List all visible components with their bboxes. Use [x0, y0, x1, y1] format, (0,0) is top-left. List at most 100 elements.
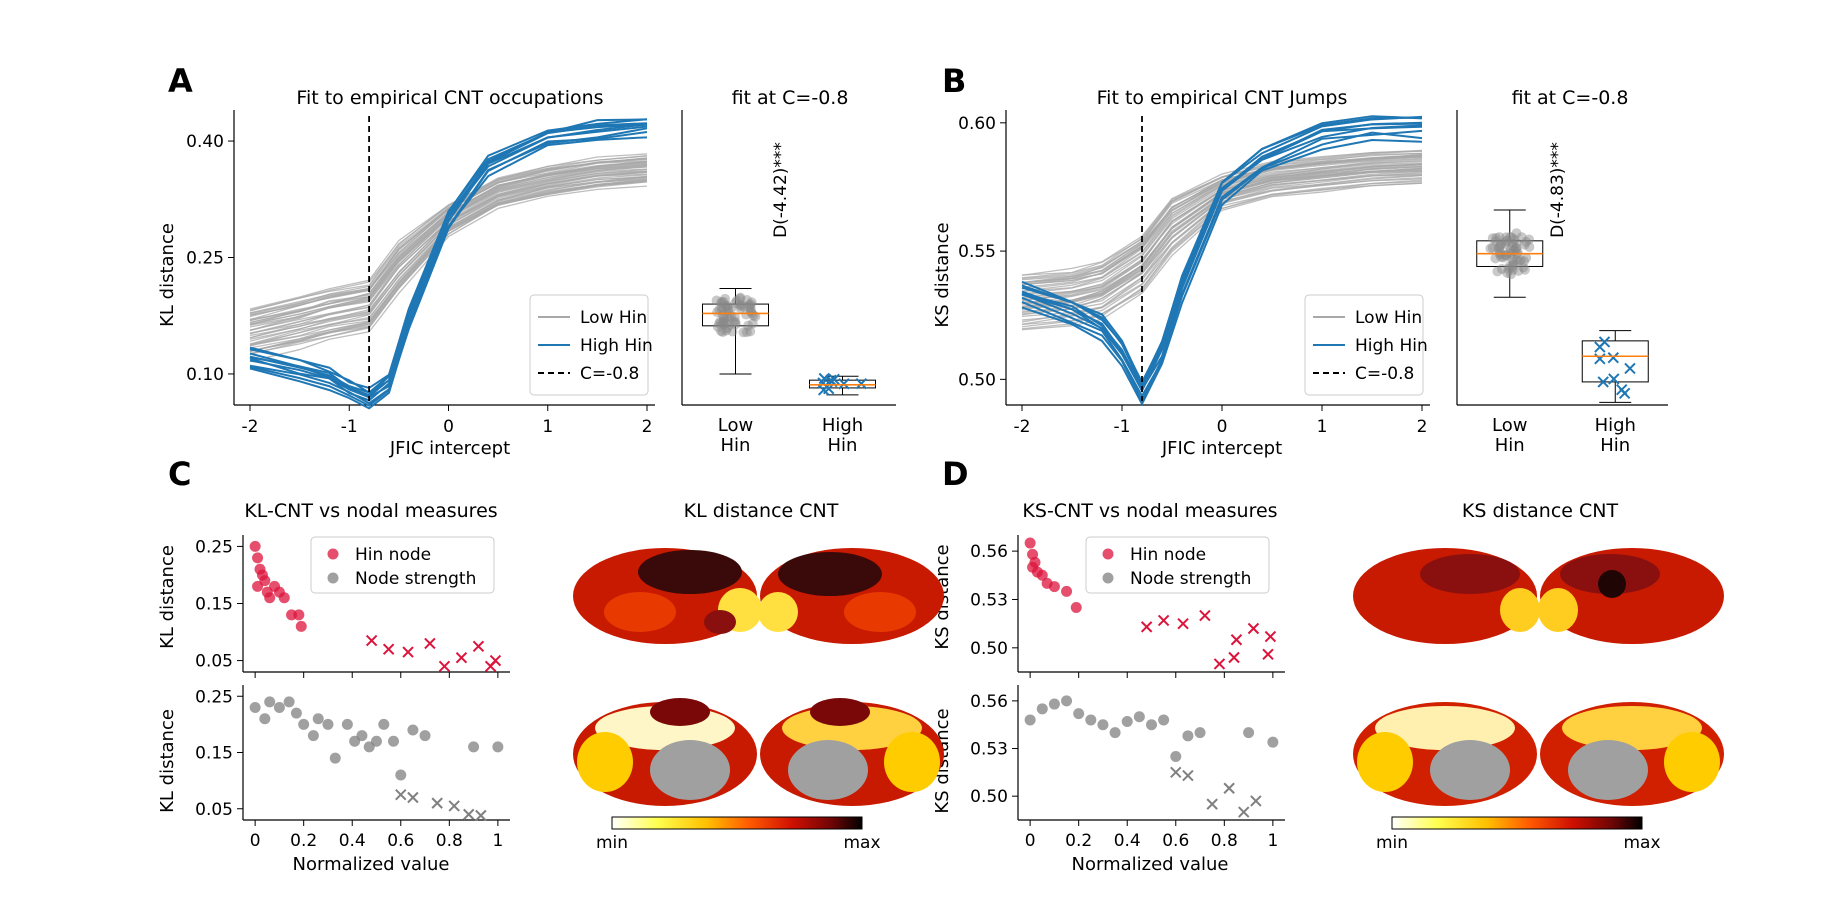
d-bottom-point — [1036, 703, 1048, 715]
a-category-label: High — [822, 415, 863, 436]
c-top-ytick-label: 0.25 — [195, 537, 233, 557]
a-low-hin-point — [711, 295, 722, 306]
c-xlabel: Normalized value — [293, 854, 450, 875]
c-bottom-point — [387, 735, 399, 747]
d-top-x-point — [1247, 622, 1260, 635]
b-low-hin-point — [1487, 242, 1498, 253]
d-bottom-xtick-label: 0 — [1025, 831, 1036, 851]
d-top-x-point — [1213, 658, 1226, 670]
panel-letter-b: B — [942, 62, 966, 100]
b-high-hin-line — [1021, 131, 1423, 404]
b-low-hin-line — [1021, 170, 1423, 309]
a-low-hin-point — [718, 296, 729, 307]
b-low-hin-point — [1508, 241, 1519, 252]
a-low-hin-point — [717, 326, 728, 337]
c-top-x-point — [455, 652, 468, 664]
panel-letter-a: A — [168, 62, 193, 100]
a-low-hin-line — [249, 181, 648, 352]
a-low-hin-point — [744, 300, 755, 311]
a-box — [702, 303, 769, 327]
c-bottom-point — [307, 730, 319, 742]
a-low-hin-point — [741, 327, 752, 338]
a-low-hin-line — [249, 164, 648, 328]
b-high-hin-line — [1021, 139, 1423, 407]
c-top-point — [278, 592, 290, 604]
c-top-point — [252, 552, 264, 564]
b-low-hin-point — [1496, 263, 1507, 274]
d-top-point — [1061, 585, 1073, 597]
a-high-hin-line — [249, 123, 648, 402]
b-low-hin-point — [1507, 238, 1518, 249]
a-low-hin-point — [715, 316, 726, 327]
d-bottom-point — [1024, 714, 1036, 726]
b-ytick-label: 0.50 — [958, 370, 996, 390]
a-low-hin-point — [735, 303, 746, 314]
d-bottom-point — [1182, 730, 1194, 742]
c-bottom-xtick-label: 0.2 — [290, 831, 317, 851]
a-low-hin-line — [249, 153, 648, 310]
c-bottom-x-point — [463, 808, 475, 821]
d-bottom-point — [1097, 719, 1109, 731]
a-low-hin-point — [729, 311, 740, 322]
c-bottom-point — [341, 718, 353, 730]
c-bottom-point — [298, 718, 310, 730]
a-low-hin-point — [716, 301, 727, 312]
c-brain-lateral-left — [573, 548, 762, 644]
a-high-hin-point — [855, 377, 868, 390]
b-low-hin-point — [1516, 232, 1527, 243]
d-colorbar — [1391, 816, 1643, 830]
b-ylabel: KS distance — [932, 222, 953, 327]
c-brain-maps — [573, 548, 944, 806]
a-low-hin-point — [736, 301, 747, 312]
a-lines-plot — [228, 110, 655, 411]
a-low-hin-line — [249, 163, 648, 326]
a-low-hin-line — [249, 171, 648, 339]
c-bottom-ytick-label: 0.05 — [195, 800, 233, 820]
a-low-hin-line — [249, 154, 648, 311]
a-low-hin-point — [717, 310, 728, 321]
b-high-hin-point — [1608, 373, 1620, 385]
a-low-hin-point — [712, 321, 723, 332]
c-bottom-xtick-label: 1 — [492, 831, 503, 851]
c-top-point — [293, 609, 305, 621]
a-significance: D(-4.42)*** — [771, 142, 791, 238]
d-bottom-point — [1243, 727, 1255, 739]
a-low-hin-point — [745, 299, 756, 310]
c-top-point — [264, 592, 276, 604]
c-bottom-point — [259, 713, 271, 725]
d-top-point — [1070, 602, 1082, 614]
b-low-hin-point — [1511, 243, 1522, 254]
d-bottom-point — [1121, 716, 1133, 728]
b-box-plot — [1456, 110, 1668, 406]
b-low-hin-point — [1507, 264, 1518, 275]
c-bottom-point — [273, 702, 285, 713]
b-low-hin-point — [1503, 247, 1514, 258]
a-low-hin-point — [730, 297, 741, 308]
b-low-hin-point — [1502, 267, 1513, 278]
d-top-point — [1048, 581, 1060, 593]
a-low-hin-point — [726, 303, 737, 314]
c-top-x-point — [424, 637, 436, 650]
b-low-hin-point — [1505, 231, 1516, 242]
b-low-hin-point — [1491, 236, 1502, 247]
a-low-hin-line — [249, 168, 648, 334]
c-top-point — [295, 620, 307, 632]
c-top-legend-swatch — [327, 572, 339, 584]
b-low-hin-point — [1507, 232, 1518, 243]
b-low-hin-point — [1495, 247, 1506, 258]
d-bottom-point — [1109, 727, 1121, 739]
b-low-hin-point — [1500, 250, 1511, 261]
b-low-hin-line — [1021, 182, 1423, 331]
a-low-hin-point — [741, 309, 752, 320]
a-low-hin-point — [716, 296, 727, 307]
a-low-hin-point — [728, 317, 739, 328]
c-bottom-scatter-plot — [237, 685, 510, 826]
b-high-hin-point — [1607, 351, 1619, 364]
a-low-hin-point — [724, 320, 735, 331]
a-legend-label: High Hin — [580, 336, 653, 356]
a-low-hin-point — [731, 295, 742, 306]
b-legend-box — [1304, 294, 1424, 396]
b-low-hin-point — [1513, 265, 1524, 276]
d-bottom-x-point — [1170, 766, 1182, 779]
